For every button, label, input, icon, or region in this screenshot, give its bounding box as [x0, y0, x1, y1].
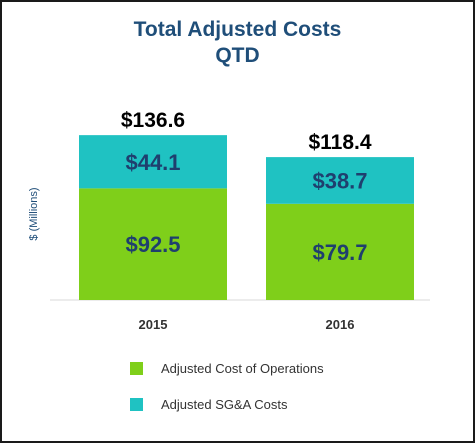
legend-item-cost-of-operations: Adjusted Cost of Operations [130, 360, 324, 376]
bar-sga-2015 [79, 135, 227, 189]
legend-label-cost-of-operations: Adjusted Cost of Operations [161, 360, 324, 376]
x-tick-label-2016: 2016 [326, 317, 355, 332]
data-label-cost-of-operations-2015: $92.5 [125, 232, 180, 257]
bar-cost-of-operations-2015 [79, 188, 227, 300]
chart-title: Total Adjusted Costs [133, 18, 342, 41]
bar-cost-of-operations-2016 [266, 203, 414, 300]
data-label-sga-2015: $44.1 [125, 150, 180, 175]
legend-item-sga: Adjusted SG&A Costs [130, 396, 287, 412]
x-tick-label-2015: 2015 [139, 317, 168, 332]
bar-sga-2016 [266, 157, 414, 204]
data-label-cost-of-operations-2016: $79.7 [312, 240, 367, 265]
legend-swatch-cost-of-operations [130, 361, 143, 375]
chart-subtitle: QTD [215, 44, 260, 67]
data-label-sga-2016: $38.7 [312, 168, 367, 193]
legend-swatch-sga [130, 397, 143, 411]
total-label-2016: $118.4 [308, 131, 371, 154]
total-label-2015: $136.6 [121, 109, 185, 132]
legend-label-sga: Adjusted SG&A Costs [161, 396, 288, 412]
